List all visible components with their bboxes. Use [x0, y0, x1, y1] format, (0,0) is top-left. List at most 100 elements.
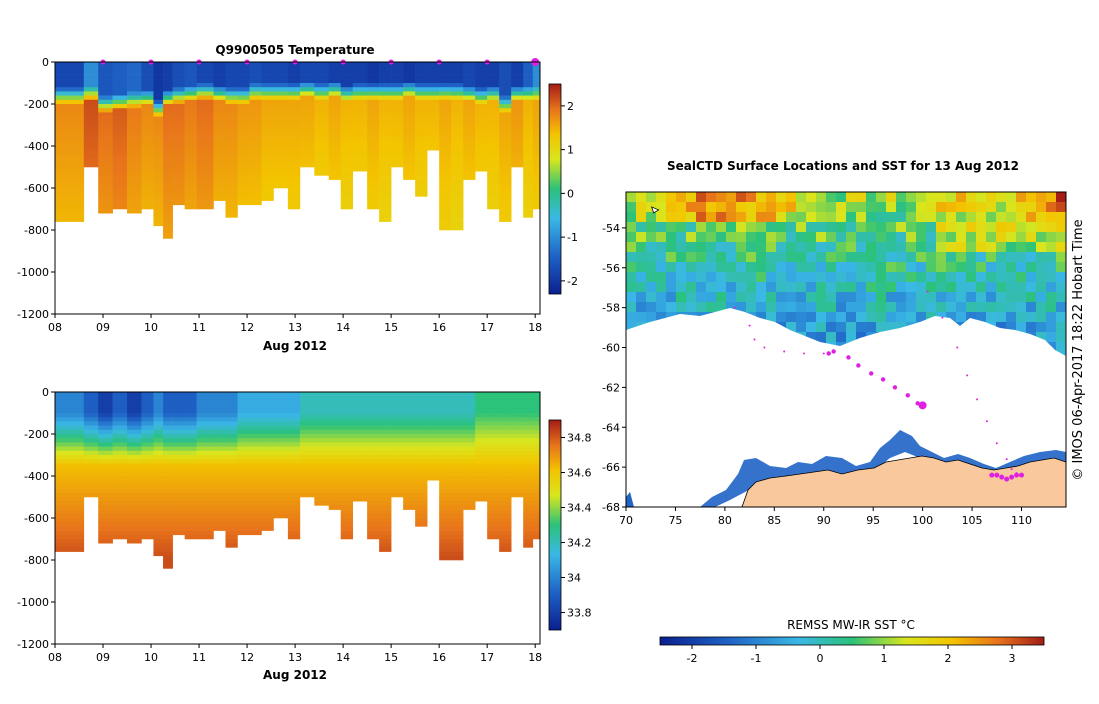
profile-cell: [391, 442, 404, 447]
profile-cell: [261, 188, 274, 193]
profile-cell: [273, 137, 289, 143]
profile-cell: [237, 150, 250, 155]
profile-cell: [523, 116, 534, 122]
profile-cell: [273, 396, 289, 401]
profile-cell: [379, 446, 392, 452]
profile-cell: [415, 497, 428, 502]
profile-cell: [532, 488, 541, 494]
profile-cell: [261, 158, 274, 164]
sst-pixel: [806, 192, 817, 203]
profile-cell: [340, 133, 354, 138]
profile-cell: [163, 200, 173, 206]
profile-cell: [499, 417, 512, 422]
profile-cell: [83, 129, 99, 134]
profile-cell: [475, 425, 488, 431]
profile-cell: [532, 192, 541, 197]
sst-pixel: [846, 242, 857, 253]
profile-cell: [391, 400, 404, 405]
sst-pixel: [866, 222, 877, 233]
profile-cell: [55, 455, 85, 460]
profile-cell: [379, 175, 392, 180]
sst-pixel: [766, 192, 777, 203]
profile-cell: [55, 146, 85, 151]
sst-pixel: [646, 212, 657, 223]
profile-cell: [299, 442, 315, 447]
profile-cell: [427, 83, 440, 88]
profile-cell: [532, 175, 541, 180]
sst-pixel: [856, 262, 867, 273]
profile-cell: [196, 204, 214, 210]
profile-cell: [487, 74, 500, 80]
sst-pixel: [966, 222, 977, 233]
profile-cell: [328, 108, 342, 113]
profile-cell: [299, 471, 315, 477]
profile-cell: [55, 450, 85, 456]
profile-cell: [127, 526, 142, 531]
profile-cell: [213, 429, 226, 435]
profile-cell: [487, 104, 500, 109]
colorbar-tick-label: 33.8: [567, 607, 592, 620]
profile-cell: [287, 116, 301, 122]
profile-cell: [196, 116, 214, 122]
profile-cell: [463, 408, 476, 414]
profile-cell: [463, 108, 476, 113]
profile-cell: [314, 120, 330, 126]
sst-pixel: [816, 252, 827, 263]
profile-cell: [451, 167, 464, 172]
profile-cell: [367, 429, 380, 435]
sst-pixel: [1026, 232, 1037, 243]
sst-pixel: [776, 232, 787, 243]
sst-pixel: [646, 302, 657, 313]
sst-pixel: [846, 312, 857, 323]
profile-cell: [98, 196, 113, 201]
profile-cell: [367, 183, 380, 189]
sst-pixel: [646, 192, 657, 203]
profile-cell: [328, 171, 342, 176]
profile-cell: [340, 480, 354, 485]
sst-pixel: [956, 262, 967, 273]
lon-tick-label: 95: [866, 514, 880, 527]
profile-cell: [415, 167, 428, 172]
profile-cell: [273, 175, 289, 180]
profile-cell: [287, 425, 301, 431]
profile-cell: [523, 497, 534, 502]
sst-pixel: [666, 232, 677, 243]
profile-cell: [163, 413, 173, 418]
profile-cell: [249, 429, 262, 435]
profile-cell: [532, 518, 541, 523]
lat-tick-label: -60: [602, 342, 620, 355]
sst-pixel: [826, 292, 837, 303]
sst-pixel: [656, 192, 667, 203]
profile-cell: [475, 62, 488, 67]
profile-cell: [340, 112, 354, 117]
profile-cell: [439, 192, 452, 197]
profile-cell: [499, 78, 512, 84]
profile-cell: [532, 74, 541, 80]
sst-pixel: [756, 222, 767, 233]
profile-cell: [463, 62, 476, 67]
profile-cell: [112, 404, 128, 410]
profile-cell: [225, 179, 238, 185]
profile-cell: [287, 417, 301, 422]
profile-cell: [127, 154, 142, 159]
profile-cell: [532, 534, 541, 540]
profile-cell: [340, 175, 354, 180]
profile-cell: [141, 530, 154, 536]
profile-cell: [273, 446, 289, 452]
sst-pixel: [866, 302, 877, 313]
profile-cell: [141, 99, 154, 105]
profile-cell: [237, 95, 250, 101]
profile-cell: [352, 87, 368, 92]
profile-cell: [352, 167, 368, 172]
profile-cell: [499, 513, 512, 519]
sst-pixel: [686, 232, 697, 243]
profile-cell: [163, 196, 173, 201]
profile-cell: [487, 463, 500, 468]
profile-cell: [415, 78, 428, 84]
profile-cell: [141, 513, 154, 519]
profile-cell: [153, 518, 164, 523]
profile-cell: [163, 551, 173, 557]
profile-cell: [379, 62, 392, 67]
profile-cell: [112, 534, 128, 540]
profile-cell: [379, 488, 392, 494]
